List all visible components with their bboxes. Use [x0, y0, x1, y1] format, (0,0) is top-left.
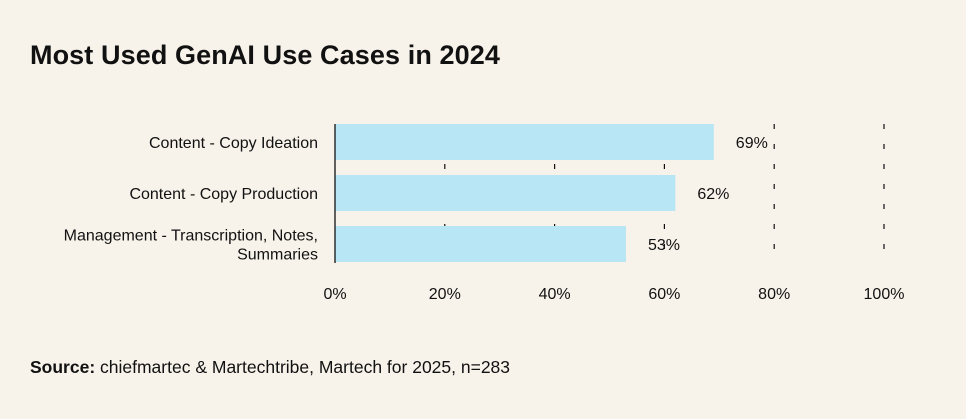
x-tick-label: 40% — [539, 286, 571, 303]
bar-value-label: 53% — [648, 237, 680, 254]
source-text: chiefmartec & Martechtribe, Martech for … — [95, 357, 511, 377]
source-note: Source: chiefmartec & Martechtribe, Mart… — [30, 357, 510, 378]
bar — [335, 124, 714, 160]
category-label: Summaries — [237, 247, 318, 264]
bar — [335, 175, 676, 211]
x-tick-label: 20% — [429, 286, 461, 303]
source-label: Source: — [30, 357, 96, 377]
bar — [335, 226, 626, 262]
bar-value-label: 69% — [736, 135, 768, 152]
category-label: Management - Transcription, Notes, — [64, 228, 318, 245]
x-tick-label: 100% — [864, 286, 905, 303]
chart-title: Most Used GenAI Use Cases in 2024 — [30, 40, 500, 70]
x-tick-label: 60% — [648, 286, 680, 303]
category-label: Content - Copy Production — [129, 186, 318, 203]
x-tick-label: 80% — [758, 286, 790, 303]
category-label: Content - Copy Ideation — [149, 135, 318, 152]
x-tick-label: 0% — [323, 286, 346, 303]
bar-chart: 69% Content - Copy Ideation 62% Content - C… — [64, 124, 905, 303]
bar-value-label: 62% — [697, 186, 729, 203]
